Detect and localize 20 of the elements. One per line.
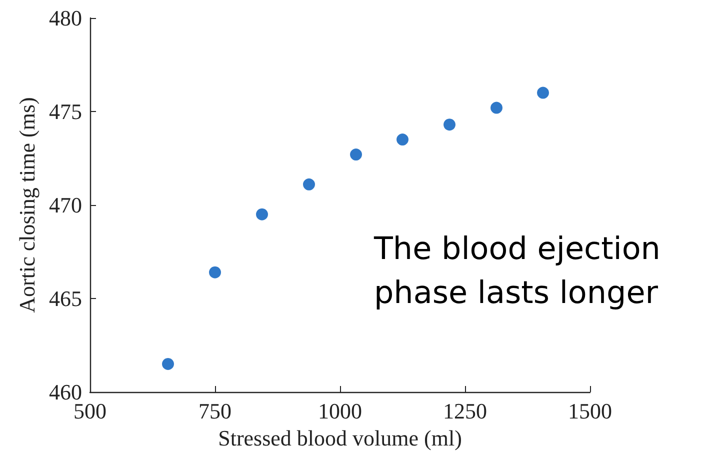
- y-tick-label: 465: [49, 286, 82, 311]
- point: [396, 134, 408, 146]
- point: [209, 266, 221, 278]
- point: [350, 148, 362, 161]
- x-tick-label: 1500: [568, 398, 612, 424]
- y-tick-label: 470: [49, 192, 82, 218]
- point: [162, 358, 174, 370]
- point: [490, 102, 502, 114]
- x-tick-label: 1000: [318, 398, 362, 424]
- x-axis-title: Stressed blood volume (ml): [218, 425, 462, 450]
- annotation: The blood ejection phase lasts longer: [373, 231, 670, 311]
- y-tick-label: 480: [49, 6, 82, 30]
- y-tick-label: 475: [49, 99, 82, 124]
- y-axis-title: Aortic closing time (ms): [14, 97, 40, 313]
- x-tick-label: 750: [198, 398, 232, 424]
- point: [256, 208, 268, 220]
- point: [444, 118, 456, 131]
- point: [537, 86, 549, 99]
- point: [303, 178, 315, 190]
- x-tick-label: 1250: [443, 398, 487, 424]
